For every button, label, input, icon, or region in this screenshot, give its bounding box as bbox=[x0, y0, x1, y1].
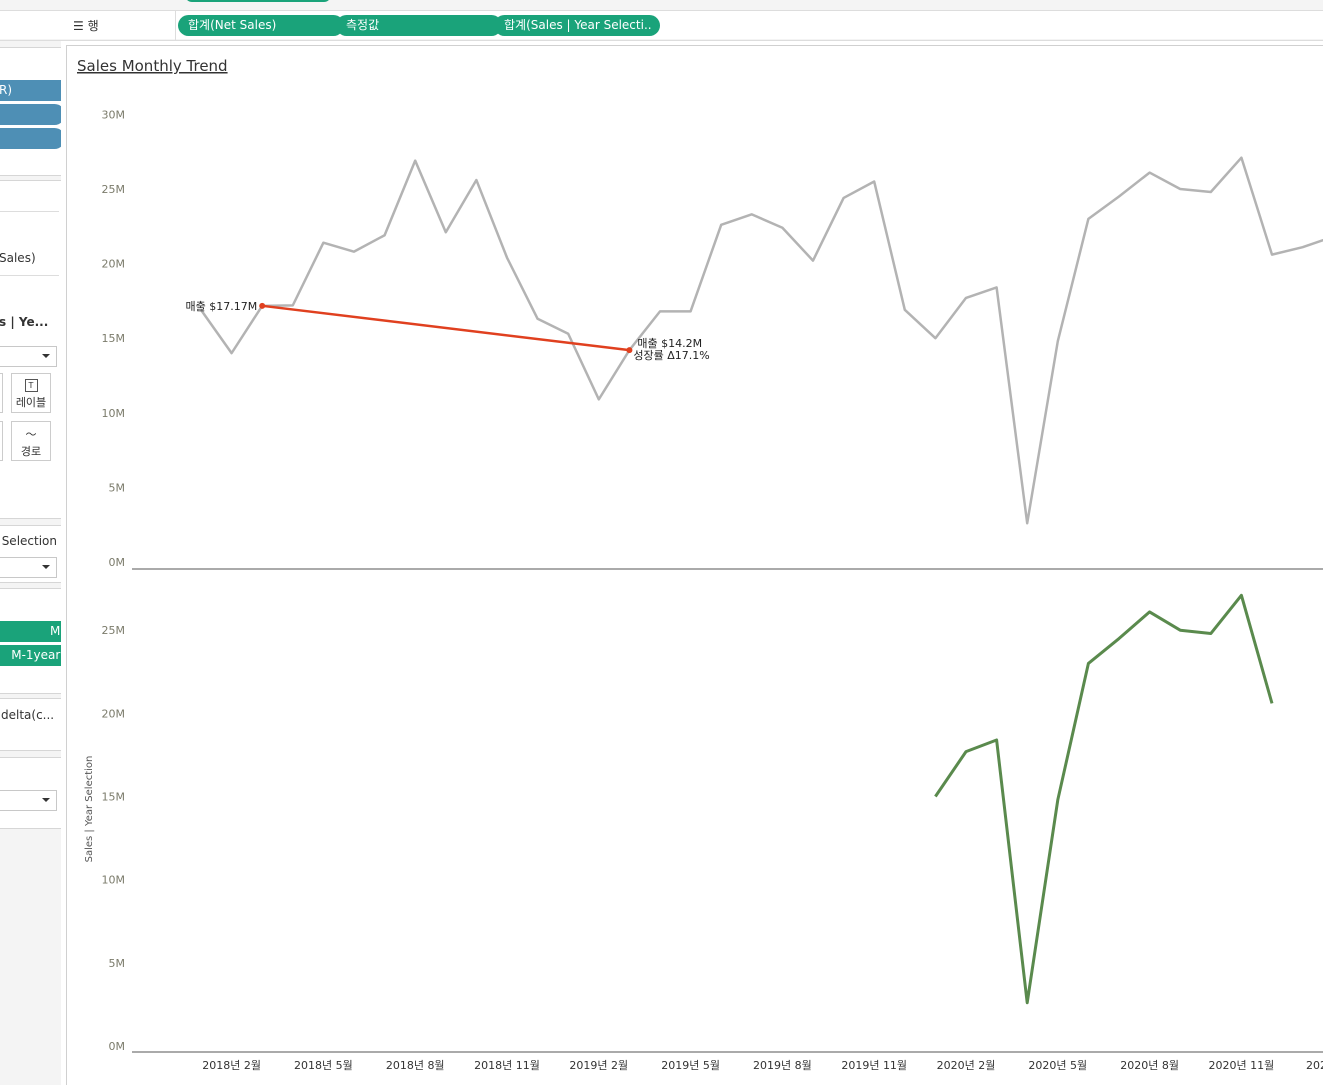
x-tick-label: 2020년 5월 bbox=[1028, 1059, 1087, 1072]
blue-pill[interactable]: R) bbox=[0, 80, 61, 101]
x-tick-label: 2018년 5월 bbox=[294, 1059, 353, 1072]
y-tick-label: 10M bbox=[102, 407, 126, 420]
x-tick-label: 2020년 11월 bbox=[1209, 1059, 1275, 1072]
dropdown[interactable] bbox=[0, 557, 57, 578]
green-pill[interactable]: M) bbox=[0, 621, 61, 642]
mark-button[interactable] bbox=[0, 373, 3, 413]
y-tick-label: 20M bbox=[102, 707, 126, 720]
dropdown[interactable] bbox=[0, 790, 57, 811]
annotation-dot bbox=[626, 347, 633, 354]
card: delta(c... bbox=[0, 698, 61, 751]
blue-pill[interactable] bbox=[0, 104, 61, 125]
x-tick-label: 2018년 11월 bbox=[474, 1059, 540, 1072]
x-tick-label: 2018년 8월 bbox=[386, 1059, 445, 1072]
y-tick-label: 20M bbox=[102, 258, 126, 271]
x-tick-label: 2019년 5월 bbox=[661, 1059, 720, 1072]
annotation-label: 매출 $14.2M bbox=[637, 337, 702, 350]
series-line bbox=[934, 593, 1274, 1005]
card: M) M-1year) bbox=[0, 588, 61, 694]
rows-shelf: ☰ 행 합계(Net Sales) 측정값 합계(Sales | Year Se… bbox=[0, 10, 1323, 40]
annotation-sublabel: 성장률 Δ17.1% bbox=[633, 349, 709, 362]
y-tick-label: 15M bbox=[102, 332, 126, 345]
green-pill[interactable]: M-1year) bbox=[0, 645, 61, 666]
y-axis-title: Sales | Year Selection bbox=[84, 756, 95, 863]
shelf-area: ☰ 행 합계(Net Sales) 측정값 합계(Sales | Year Se… bbox=[0, 0, 1323, 41]
field-name: Sales) bbox=[0, 251, 36, 265]
card: R) bbox=[0, 47, 61, 176]
x-tick-label: 2019년 8월 bbox=[753, 1059, 812, 1072]
marks-card: Sales) s | Ye... T 레이블 〜 경로 bbox=[0, 180, 61, 519]
filter-title: Selection bbox=[1, 534, 57, 548]
mark-button[interactable] bbox=[0, 421, 3, 461]
annotation-dot bbox=[259, 302, 266, 309]
x-tick-label: 2018년 2월 bbox=[202, 1059, 261, 1072]
y-tick-label: 15M bbox=[102, 791, 126, 804]
field-name: delta(c... bbox=[1, 708, 55, 722]
divider bbox=[175, 11, 176, 40]
y-tick-label: 0M bbox=[109, 1040, 126, 1053]
rows-text: 행 bbox=[87, 19, 99, 33]
y-tick-label: 0M bbox=[109, 556, 126, 569]
divider bbox=[0, 211, 59, 212]
card bbox=[0, 757, 61, 829]
x-tick-label: 2020년 2월 bbox=[937, 1059, 996, 1072]
field-name: s | Ye... bbox=[0, 315, 49, 329]
column-pill[interactable] bbox=[185, 0, 331, 2]
row-pill[interactable]: 합계(Net Sales) bbox=[178, 15, 344, 36]
mark-button[interactable]: 〜 경로 bbox=[11, 421, 51, 461]
x-tick-label: 2020년 8월 bbox=[1120, 1059, 1179, 1072]
y-tick-label: 5M bbox=[109, 481, 126, 494]
mark-label: 레이블 bbox=[15, 396, 47, 409]
divider bbox=[0, 275, 59, 276]
row-pill[interactable]: 측정값 bbox=[336, 15, 502, 36]
rows-label: ☰ 행 bbox=[73, 19, 99, 33]
row-pill[interactable]: 합계(Sales | Year Selecti.. bbox=[494, 15, 660, 36]
view-pane bbox=[66, 45, 1323, 1085]
filter-card: Selection bbox=[0, 525, 61, 583]
annotation-label: 매출 $17.17M bbox=[185, 300, 257, 313]
chart-title: Sales Monthly Trend bbox=[77, 57, 228, 75]
y-tick-label: 25M bbox=[102, 624, 126, 637]
x-tick-label: 2019년 2월 bbox=[569, 1059, 628, 1072]
y-tick-label: 30M bbox=[102, 108, 126, 121]
y-tick-label: 25M bbox=[102, 183, 126, 196]
series-line bbox=[199, 156, 1323, 525]
annotation-line bbox=[262, 304, 630, 352]
y-tick-label: 5M bbox=[109, 957, 126, 970]
mark-button[interactable]: T 레이블 bbox=[11, 373, 51, 413]
blue-pill[interactable] bbox=[0, 128, 61, 149]
y-tick-label: 10M bbox=[102, 874, 126, 887]
x-tick-label: 2019년 11월 bbox=[841, 1059, 907, 1072]
x-tick-label: 202 bbox=[1306, 1059, 1323, 1072]
mark-label: 경로 bbox=[20, 445, 42, 458]
dropdown[interactable] bbox=[0, 346, 57, 367]
left-panel: R) Sales) s | Ye... T 레이블 〜 경로 Selection M… bbox=[0, 41, 61, 1085]
